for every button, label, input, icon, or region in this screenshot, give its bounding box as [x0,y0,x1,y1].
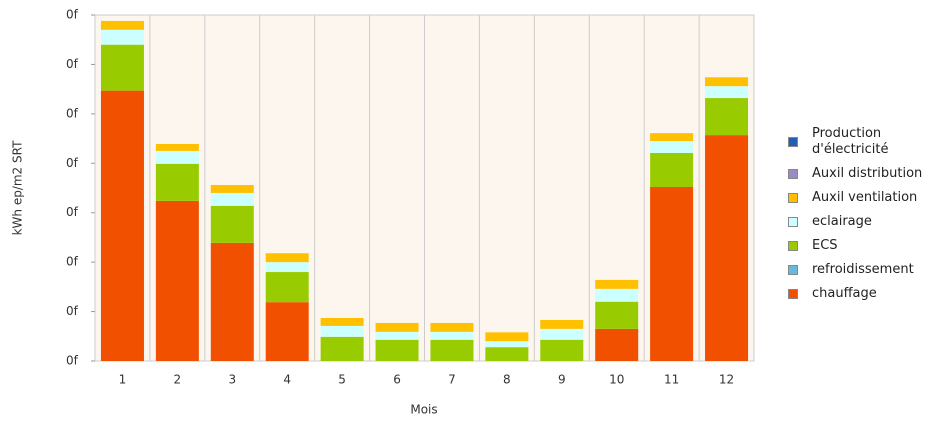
x-tick-label: 8 [503,373,511,387]
bar-segment [210,192,254,206]
bar-segment [485,332,529,342]
bar-segment [430,339,474,361]
bar-segment [705,135,749,361]
y-tick-label: 0f [66,156,79,170]
bar-segment [430,322,474,332]
bar-segment [320,317,364,326]
bar-segment [265,253,309,263]
legend-swatch [788,137,798,147]
x-tick-label: 3 [228,373,236,387]
legend-item: refroidissement [788,262,948,278]
legend-label: Production d'électricité [812,126,889,157]
legend-label: eclairage [812,214,872,229]
x-tick-label: 7 [448,373,456,387]
bar-segment [375,331,419,340]
bar-segment [155,144,199,151]
legend-label: Auxil ventilation [812,190,918,205]
bar-segment [540,328,584,340]
legend-item: chauffage [788,286,948,302]
bar-segment [100,20,144,30]
x-tick-label: 1 [119,373,127,387]
legend-item: eclairage [788,214,948,230]
x-tick-label: 10 [609,373,624,387]
x-axis-label: Mois [410,403,437,417]
bar-segment [705,86,749,99]
y-tick-label: 0f [66,255,79,269]
bar-segment [265,262,309,273]
bar-segment [650,152,694,188]
bar-segment [375,322,419,332]
bar-segment [705,77,749,87]
legend-swatch [788,241,798,251]
bar-segment [595,279,639,289]
legend-swatch [788,265,798,275]
x-tick-label: 5 [338,373,346,387]
y-tick-label: 0f [66,57,79,71]
bar-segment [540,339,584,361]
bar-segment [595,288,639,302]
bar-segment [100,29,144,45]
y-tick-label: 0f [66,8,79,22]
legend-item: ECS [788,238,948,254]
legend-item: Auxil ventilation [788,190,948,206]
bar-segment [100,90,144,361]
bar-segment [265,272,309,303]
bar-segment [705,98,749,136]
x-tick-label: 12 [719,373,734,387]
x-tick-label: 6 [393,373,401,387]
bar-segment [375,339,419,361]
bar-segment [650,187,694,361]
bar-segment [210,205,254,243]
bar-segment [155,163,199,201]
x-tick-label: 4 [283,373,291,387]
bar-segment [595,328,639,361]
bar-segment [265,302,309,361]
legend-swatch [788,169,798,179]
bar-segment [595,301,639,329]
y-tick-label: 0f [66,304,79,318]
bar-segment [540,319,584,329]
y-tick-label: 0f [66,205,79,219]
x-tick-label: 2 [174,373,182,387]
legend-item: Auxil distribution [788,166,948,182]
x-tick-label: 9 [558,373,566,387]
legend: Production d'électricité Auxil distributi… [788,126,948,310]
legend-label: Auxil distribution [812,166,923,181]
bar-segment [210,185,254,193]
bar-segment [650,133,694,142]
legend-swatch [788,193,798,203]
legend-item: Production d'électricité [788,126,948,158]
x-tick-label: 11 [664,373,679,387]
bar-segment [320,325,364,337]
bar-segment [210,242,254,361]
bar-segment [430,331,474,340]
y-tick-label: 0f [66,354,79,368]
bar-segment [320,336,364,361]
y-axis-label: kWh ep/m2 SRT [11,140,25,235]
legend-label: refroidissement [812,262,914,277]
bar-segment [485,347,529,361]
bar-segment [155,150,199,164]
legend-label: ECS [812,238,838,253]
legend-label: chauffage [812,286,877,301]
bar-segment [650,141,694,153]
bar-segment [100,44,144,91]
bar-segment [155,200,199,361]
y-tick-label: 0f [66,106,79,120]
bar-segment [485,341,529,348]
legend-swatch [788,289,798,299]
legend-swatch [788,217,798,227]
